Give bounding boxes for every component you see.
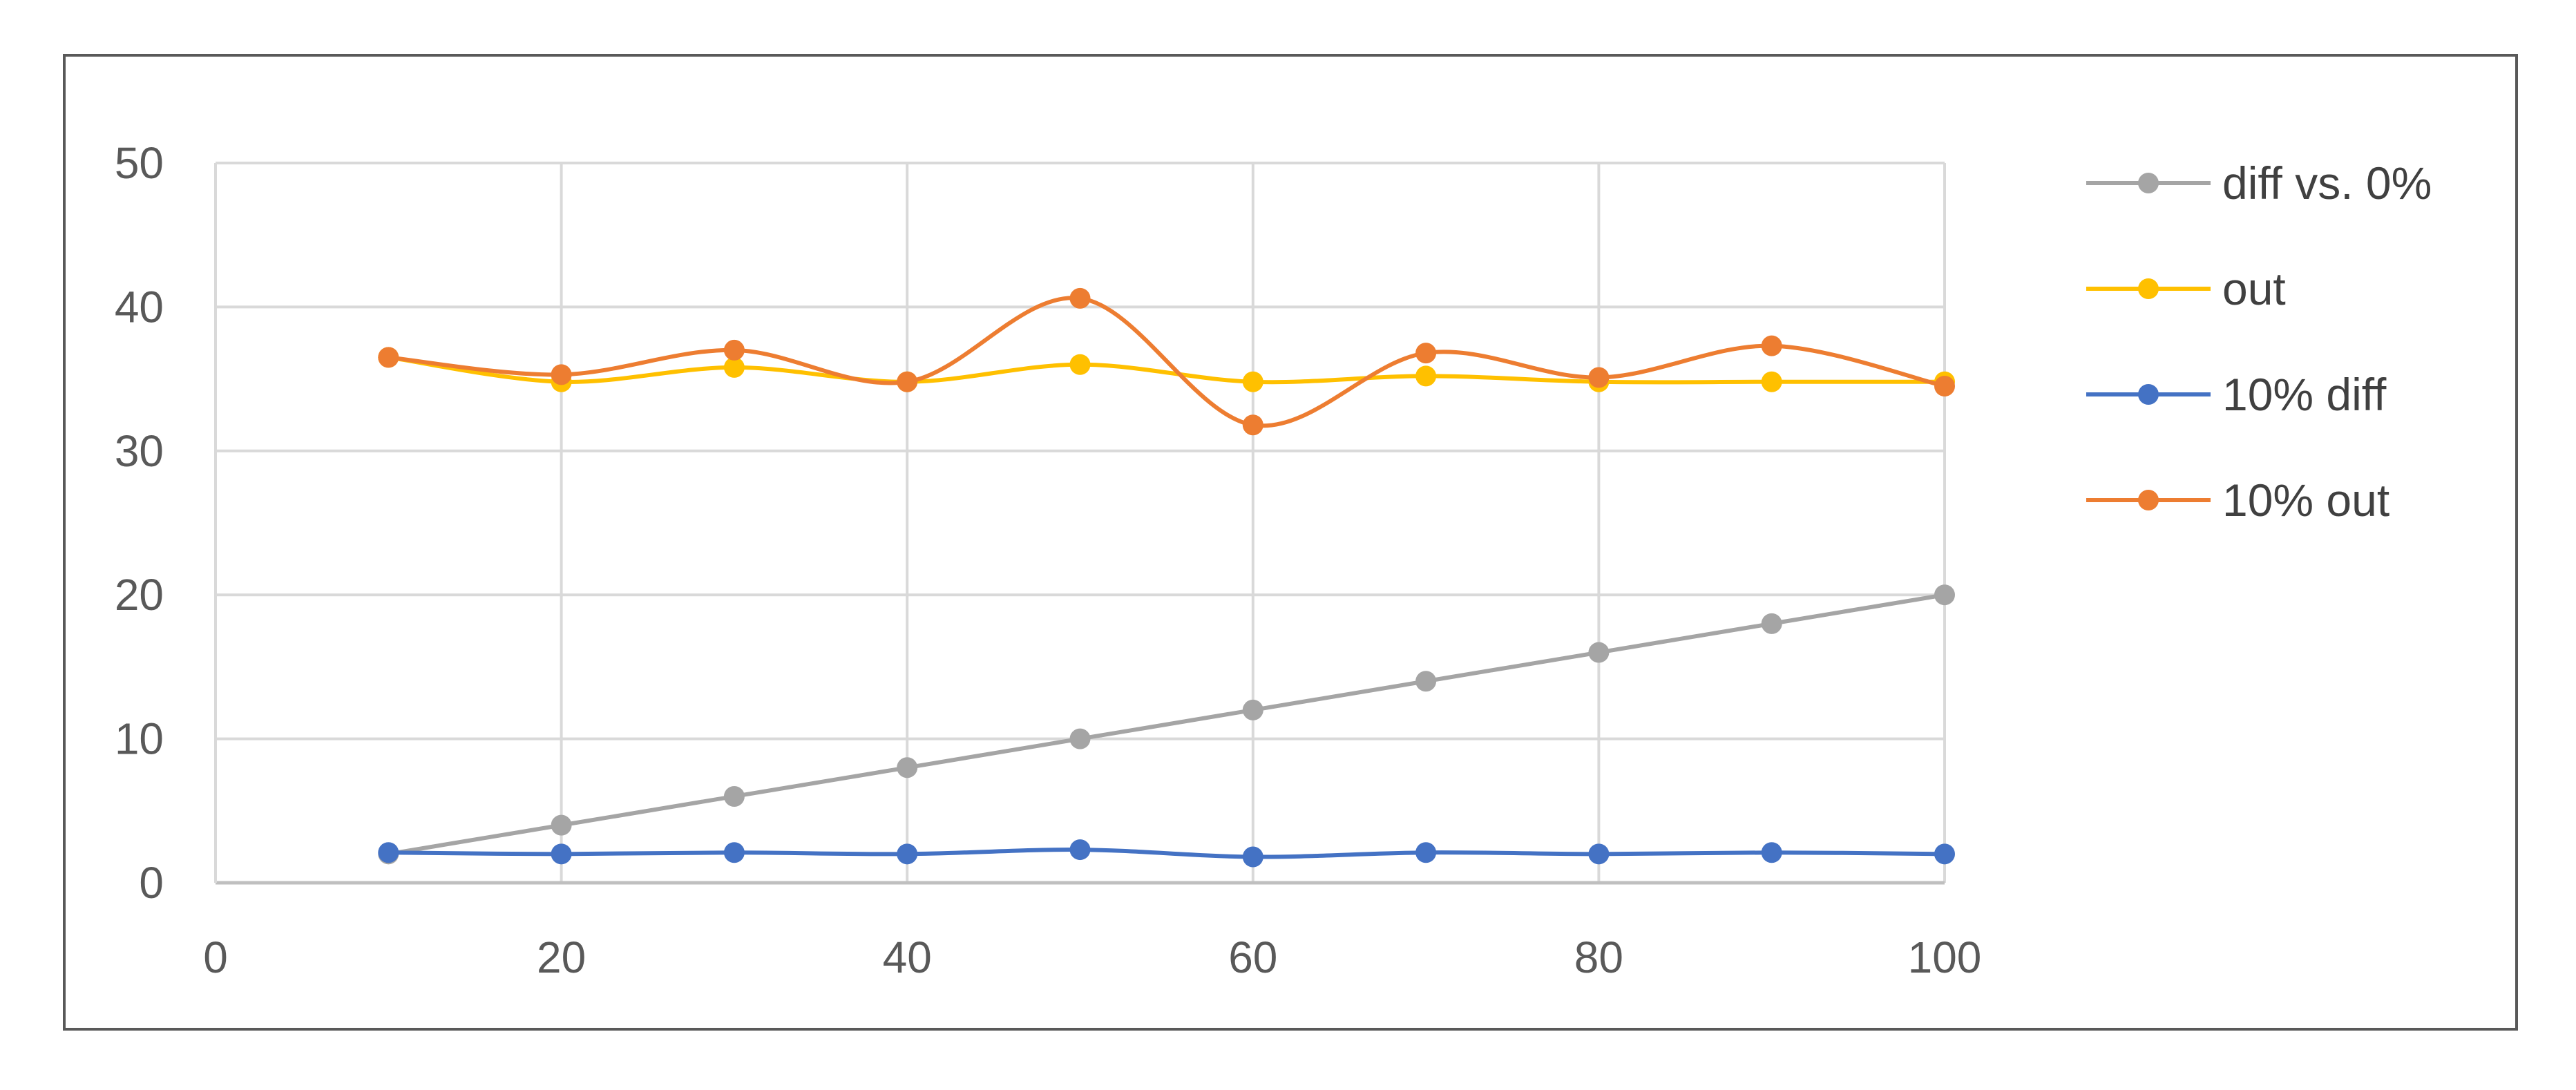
series-line-10-out (388, 296, 1945, 428)
axes (214, 163, 1945, 885)
series-10-diff (378, 839, 1955, 868)
data-point-10-out (1415, 343, 1437, 364)
data-point-10-diff (1761, 842, 1782, 863)
data-point-diff-vs-0 (1934, 584, 1955, 606)
data-point-10-out (1761, 335, 1782, 356)
y-tick-label: 50 (115, 138, 164, 188)
data-point-10-diff (551, 843, 572, 865)
data-point-diff-vs-0 (1761, 613, 1782, 634)
y-tick-label: 10 (115, 714, 164, 764)
legend-swatch-marker (2138, 490, 2159, 510)
data-point-10-out (1934, 376, 1955, 397)
series-line-diff-vs-0 (388, 593, 1945, 857)
data-point-10-out (1242, 414, 1263, 436)
legend-item-10-out: 10% out (2086, 475, 2389, 526)
y-tick-label: 20 (115, 570, 164, 620)
series-line-out (388, 355, 1945, 385)
data-point-10-diff (1588, 843, 1610, 865)
data-point-10-out (723, 339, 745, 361)
x-tick-label: 100 (1908, 933, 1982, 982)
legend-swatch-marker (2138, 173, 2159, 193)
data-point-10-out (1588, 367, 1610, 388)
data-point-10-diff (378, 842, 399, 863)
legend-label: diff vs. 0% (2222, 157, 2432, 209)
data-point-diff-vs-0 (723, 785, 745, 807)
data-point-10-out (1069, 287, 1091, 309)
legend-label: 10% diff (2222, 369, 2387, 420)
y-tick-label: 0 (139, 858, 164, 908)
y-tick-label: 40 (115, 282, 164, 332)
data-point-out (1069, 354, 1091, 375)
data-point-10-out (897, 371, 918, 392)
data-point-10-diff (1934, 843, 1955, 865)
x-tick-label: 80 (1574, 933, 1623, 982)
series-10-out (378, 287, 1955, 436)
x-tick-label: 0 (203, 933, 228, 982)
data-point-10-diff (1242, 846, 1263, 868)
chart-frame (63, 54, 2518, 1031)
data-point-out (1415, 365, 1437, 387)
y-tick-labels: 0 10 20 30 40 50 (115, 138, 164, 908)
series-lines (378, 287, 1955, 868)
x-tick-label: 40 (883, 933, 932, 982)
data-point-10-out (551, 364, 572, 385)
data-point-out (723, 356, 745, 378)
data-point-diff-vs-0 (897, 757, 918, 778)
series-diff-vs-0 (378, 584, 1955, 865)
x-tick-label: 60 (1228, 933, 1277, 982)
x-tick-labels: 0 20 40 60 80 100 (203, 933, 1981, 982)
legend-item-10-diff: 10% diff (2086, 369, 2387, 420)
data-point-diff-vs-0 (1242, 699, 1263, 720)
legend: diff vs. 0% out 10% diff 10% out (2086, 157, 2432, 526)
data-point-diff-vs-0 (1069, 728, 1091, 749)
data-point-10-diff (897, 843, 918, 865)
data-point-out (1761, 371, 1782, 392)
series-line-10-diff (388, 848, 1945, 859)
data-point-10-diff (1069, 839, 1091, 861)
legend-label: out (2222, 263, 2286, 314)
y-tick-label: 30 (115, 426, 164, 476)
data-point-10-out (378, 347, 399, 368)
legend-swatch-marker (2138, 278, 2159, 299)
data-point-10-diff (1415, 842, 1437, 863)
data-point-diff-vs-0 (1588, 642, 1610, 663)
legend-item-diff-vs-0: diff vs. 0% (2086, 157, 2432, 209)
data-point-diff-vs-0 (1415, 671, 1437, 692)
data-point-diff-vs-0 (551, 814, 572, 836)
legend-swatch-marker (2138, 384, 2159, 405)
data-point-10-diff (723, 842, 745, 863)
legend-label: 10% out (2222, 475, 2389, 526)
legend-item-out: out (2086, 263, 2286, 314)
data-point-out (1242, 371, 1263, 392)
x-tick-label: 20 (537, 933, 586, 982)
